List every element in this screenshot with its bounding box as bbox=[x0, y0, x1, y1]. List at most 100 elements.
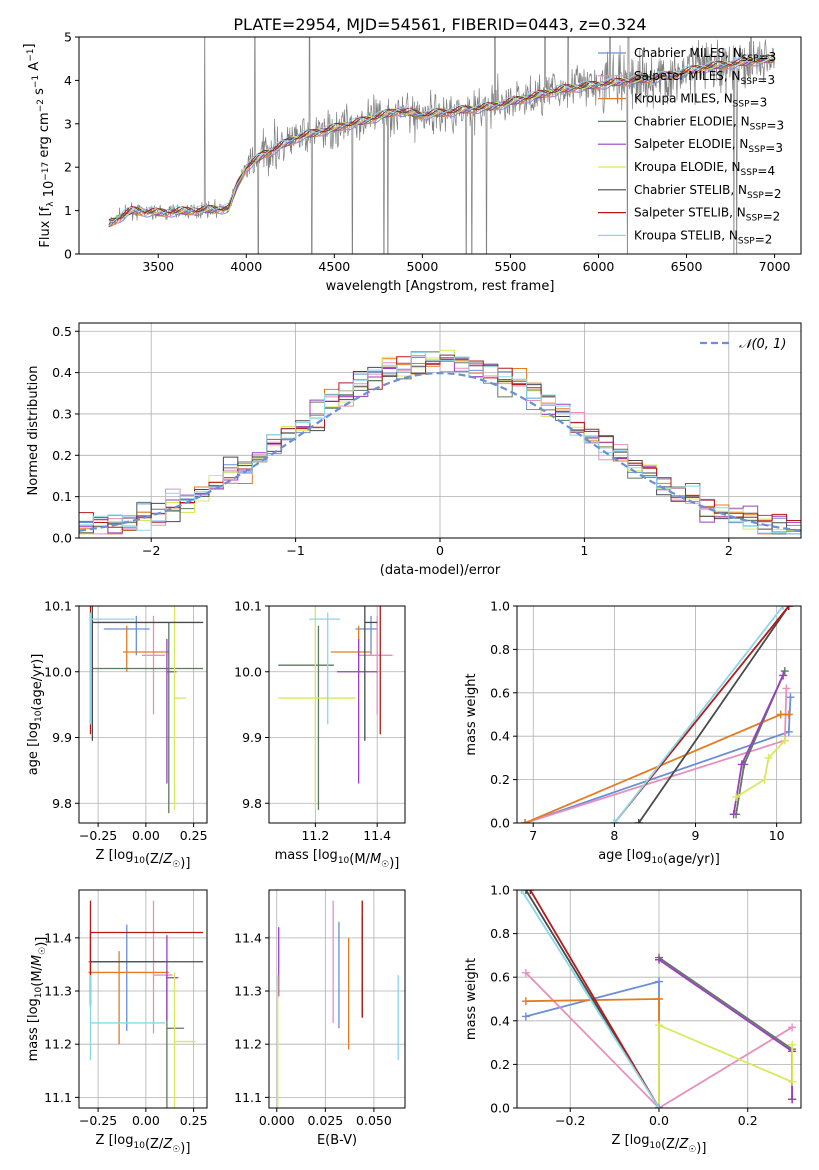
mass-vs-ebv-frame bbox=[268, 889, 406, 1109]
x-tick-label: 2 bbox=[725, 543, 733, 558]
y-tick-label: 0.2 bbox=[490, 1057, 510, 1072]
weight-marker bbox=[788, 1040, 797, 1049]
weight-line bbox=[637, 606, 790, 823]
mass-weight-vs-age-lines bbox=[521, 606, 795, 823]
x-tick-label: 0.00 bbox=[132, 828, 160, 843]
weight-marker bbox=[737, 760, 746, 769]
y-tick-label: 0.4 bbox=[490, 729, 510, 744]
x-tick-label: 11.4 bbox=[363, 828, 391, 843]
x-tick-label: 0.25 bbox=[180, 1113, 208, 1128]
x-tick-label: 1 bbox=[580, 543, 588, 558]
mass-weight-vs-age-frame bbox=[516, 605, 802, 824]
y-tick-label: 11.4 bbox=[234, 930, 262, 945]
residuals-frame bbox=[78, 322, 802, 539]
y-tick-label: 1 bbox=[64, 203, 72, 218]
y-tick-label: 0 bbox=[64, 247, 72, 262]
age-vs-mass-axes: 11.2 11.4 9.8 9.9 10.0 10.1 mass [log10(M/M☉)] bbox=[234, 599, 405, 871]
y-tick-label: 0.8 bbox=[490, 926, 510, 941]
histogram-step-line bbox=[79, 352, 801, 535]
y-tick-label: 11.2 bbox=[44, 1037, 72, 1052]
x-tick-label: 10 bbox=[769, 828, 785, 843]
weight-marker bbox=[784, 727, 793, 736]
x-axis-label: (data-model)/error bbox=[380, 563, 501, 578]
x-tick-label: 4500 bbox=[318, 259, 350, 274]
y-tick-label: 0.3 bbox=[52, 406, 72, 421]
normal-curve bbox=[79, 371, 801, 532]
x-tick-label: 8 bbox=[610, 828, 618, 843]
x-tick-label: 6000 bbox=[583, 259, 615, 274]
x-tick-label: −2 bbox=[142, 543, 160, 558]
weight-marker bbox=[782, 684, 791, 693]
y-tick-label: 4 bbox=[64, 73, 72, 88]
residuals-axes: −2 −1 0 1 2 0.0 0.1 0.2 0.3 0.4 0.5 (data-model)/er… bbox=[26, 323, 801, 578]
x-tick-label: 0.0 bbox=[649, 1113, 669, 1128]
y-axis-label: Flux [fλ 10−17 erg cm−2 s−1 A−1] bbox=[22, 43, 57, 247]
age-vs-mass-frame bbox=[268, 605, 406, 824]
figure-title: PLATE=2954, MJD=54561, FIBERID=0443, z=0… bbox=[233, 15, 646, 34]
x-axis-label: age [log10(age/yr)] bbox=[598, 848, 720, 867]
weight-marker bbox=[521, 890, 530, 894]
legend-label: Salpeter MILES, NSSP=3 bbox=[634, 69, 775, 87]
y-tick-label: 9.8 bbox=[242, 796, 262, 811]
age-vs-Z-errorbars bbox=[89, 606, 204, 814]
y-tick-label: 10.0 bbox=[44, 664, 72, 679]
y-tick-label: 0.8 bbox=[490, 642, 510, 657]
y-axis-label: Normed distribution bbox=[26, 366, 41, 496]
y-tick-label: 1.0 bbox=[490, 599, 510, 614]
x-tick-label: 7 bbox=[529, 828, 537, 843]
x-axis-label: Z [log10(Z/Z☉)] bbox=[96, 1133, 191, 1156]
x-tick-label: 6500 bbox=[671, 259, 703, 274]
weight-line bbox=[525, 972, 793, 1108]
weight-marker bbox=[521, 968, 530, 977]
mass-vs-Z-axes: −0.25 0.00 0.25 11.1 11.2 11.3 11.4 Z [log10(Z/… bbox=[26, 890, 208, 1156]
y-tick-label: 0.0 bbox=[490, 1101, 510, 1116]
residual-legend: 𝒩(0, 1) bbox=[700, 337, 786, 352]
y-tick-label: 9.9 bbox=[242, 730, 262, 745]
y-tick-label: 0.1 bbox=[52, 489, 72, 504]
y-tick-label: 0.2 bbox=[490, 772, 510, 787]
weight-marker bbox=[788, 1023, 797, 1032]
y-tick-label: 0.4 bbox=[490, 1013, 510, 1028]
y-tick-label: 9.8 bbox=[52, 796, 72, 811]
x-tick-label: 0.000 bbox=[259, 1113, 295, 1128]
weight-line bbox=[658, 959, 793, 1100]
x-tick-label: 7000 bbox=[759, 259, 791, 274]
legend-label: 𝒩(0, 1) bbox=[739, 337, 786, 352]
y-axis-label: mass weight bbox=[464, 958, 479, 1040]
weight-marker bbox=[655, 1104, 663, 1108]
age-vs-mass-errorbars bbox=[278, 606, 393, 810]
weight-marker bbox=[788, 1077, 797, 1086]
y-axis-label: age [log10(age/yr)] bbox=[26, 654, 45, 776]
legend-label: Chabrier ELODIE, NSSP=3 bbox=[634, 114, 784, 132]
x-tick-label: 0.25 bbox=[180, 828, 208, 843]
spectrum-model-line bbox=[108, 57, 775, 226]
y-tick-label: 0.4 bbox=[52, 365, 72, 380]
x-axis-label: Z [log10(Z/Z☉)] bbox=[96, 848, 191, 871]
weight-marker bbox=[521, 819, 530, 823]
age-vs-Z-axes: −0.25 0.00 0.25 9.8 9.9 10.0 10.1 Z [log10(Z/Z☉… bbox=[26, 599, 208, 872]
mass-weight-vs-Z-lines bbox=[517, 890, 797, 1108]
weight-marker bbox=[786, 693, 795, 702]
y-tick-label: 0.6 bbox=[490, 685, 510, 700]
x-tick-label: −0.2 bbox=[555, 1113, 585, 1128]
x-tick-label: 0.2 bbox=[738, 1113, 758, 1128]
weight-marker bbox=[655, 1021, 663, 1030]
weight-marker bbox=[521, 1012, 530, 1021]
weight-marker bbox=[760, 775, 769, 784]
mass-weight-vs-Z-frame bbox=[516, 889, 802, 1109]
weight-line bbox=[735, 739, 786, 798]
x-tick-label: 9 bbox=[692, 828, 700, 843]
x-axis-label: E(B-V) bbox=[317, 1133, 357, 1148]
x-tick-label: 5500 bbox=[495, 259, 527, 274]
x-tick-label: 11.2 bbox=[301, 828, 329, 843]
weight-marker bbox=[788, 1095, 797, 1104]
spectrum-model-line bbox=[108, 54, 775, 221]
weight-marker bbox=[779, 671, 788, 680]
legend-label: Kroupa MILES, NSSP=3 bbox=[634, 92, 767, 110]
legend-label: Kroupa ELODIE, NSSP=4 bbox=[634, 160, 775, 178]
weight-marker bbox=[732, 792, 741, 801]
x-tick-label: 5000 bbox=[406, 259, 438, 274]
x-tick-label: −0.25 bbox=[79, 1113, 117, 1128]
weight-marker bbox=[655, 955, 663, 964]
